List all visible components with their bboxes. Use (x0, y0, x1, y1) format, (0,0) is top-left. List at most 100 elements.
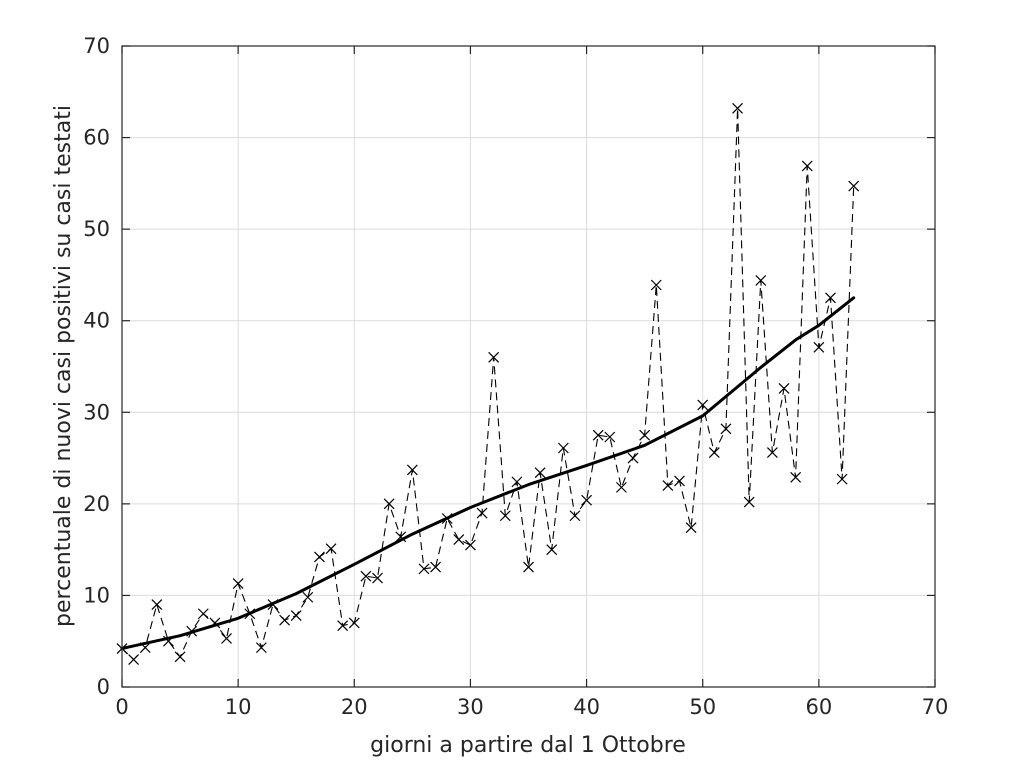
data-point-marker (604, 431, 616, 443)
data-point-marker (197, 608, 209, 620)
marker-stroke (325, 543, 337, 555)
marker-stroke (406, 464, 418, 476)
marker-stroke (639, 429, 651, 441)
marker-stroke (488, 351, 500, 363)
marker-stroke (732, 102, 743, 114)
data-point-marker (627, 452, 639, 464)
data-point-marker (743, 496, 755, 508)
data-point-marker (174, 651, 186, 663)
y-tick-label: 0 (97, 675, 110, 699)
marker-stroke (523, 561, 534, 573)
data-point-marker (546, 544, 558, 556)
marker-stroke (662, 480, 674, 491)
data-point-marker (499, 510, 511, 522)
x-tick-label: 20 (341, 695, 368, 719)
y-tick-label: 10 (83, 583, 110, 607)
data-point-marker (511, 476, 523, 488)
data-point-marker (697, 399, 709, 411)
marker-stroke (139, 642, 151, 654)
marker-stroke (465, 539, 476, 551)
marker-stroke (650, 279, 662, 291)
data-point-marker (348, 617, 360, 629)
marker-stroke (174, 651, 186, 663)
data-point-marker (615, 481, 627, 493)
data-point-marker (720, 423, 732, 435)
data-point-marker (848, 180, 860, 192)
marker-stroke (499, 510, 511, 522)
marker-stroke (801, 160, 813, 172)
x-tick-label: 10 (225, 695, 252, 719)
marker-stroke (685, 522, 697, 534)
data-point-marker (639, 429, 651, 441)
marker-stroke (604, 431, 616, 443)
data-point-marker (557, 442, 569, 454)
x-tick-label: 30 (457, 695, 484, 719)
data-point-marker (662, 480, 674, 491)
data-point-marker (232, 578, 244, 589)
data-point-marker (290, 610, 302, 621)
marker-stroke (557, 442, 569, 454)
data-point-marker (534, 467, 546, 479)
data-point-marker (708, 447, 720, 459)
marker-stroke (592, 429, 604, 441)
marker-stroke (348, 617, 360, 629)
data-point-marker (465, 539, 476, 551)
marker-stroke (128, 654, 140, 665)
marker-stroke (453, 534, 465, 545)
x-axis-label: giorni a partire dal 1 Ottobre (370, 733, 686, 758)
marker-stroke (314, 551, 325, 563)
marker-stroke (430, 561, 442, 573)
x-tick-label: 0 (115, 695, 128, 719)
data-point-marker (255, 642, 267, 654)
y-axis-label: percentuale di nuovi casi positivi su ca… (51, 105, 76, 627)
data-point-marker (430, 561, 442, 573)
data-point-marker (337, 620, 349, 632)
plot-background (122, 46, 935, 687)
y-tick-label: 40 (83, 309, 110, 333)
marker-stroke (778, 383, 790, 394)
data-point-marker (418, 563, 430, 575)
marker-stroke (708, 447, 720, 459)
data-point-marker (128, 654, 140, 665)
marker-stroke (755, 274, 767, 286)
marker-stroke (836, 473, 848, 485)
data-point-marker (790, 471, 802, 483)
data-point-marker (685, 522, 697, 534)
marker-stroke (290, 610, 302, 621)
marker-stroke (790, 471, 802, 483)
marker-stroke (151, 599, 163, 611)
marker-stroke (372, 572, 383, 584)
data-point-marker (592, 429, 604, 441)
marker-stroke (279, 614, 291, 626)
ticks: 0 10 20 30 40 50 60 70 0 10 20 30 40 50 60 70 (83, 34, 948, 719)
data-point-marker (372, 572, 383, 584)
series-layer (116, 102, 860, 665)
marker-stroke (546, 544, 558, 556)
x-tick-label: 50 (689, 695, 716, 719)
marker-stroke (476, 507, 488, 519)
marker-stroke (511, 476, 523, 488)
grid (122, 46, 935, 687)
marker-stroke (743, 496, 755, 508)
data-point-marker (406, 464, 418, 476)
marker-stroke (766, 447, 778, 459)
data-point-marker (325, 543, 337, 555)
marker-stroke (534, 467, 546, 479)
marker-stroke (418, 563, 430, 575)
marker-stroke (383, 498, 395, 510)
data-point-marker (836, 473, 848, 485)
marker-stroke (337, 620, 349, 632)
marker-stroke (627, 452, 639, 464)
marker-stroke (569, 510, 581, 522)
marker-stroke (255, 642, 267, 654)
marker-stroke (825, 292, 836, 304)
data-point-marker (581, 494, 592, 506)
marker-stroke (302, 591, 314, 603)
data-point-marker (778, 383, 790, 394)
data-point-marker (476, 507, 488, 519)
x-tick-label: 40 (573, 695, 600, 719)
data-point-marker (813, 341, 825, 353)
x-tick-label: 60 (805, 695, 832, 719)
